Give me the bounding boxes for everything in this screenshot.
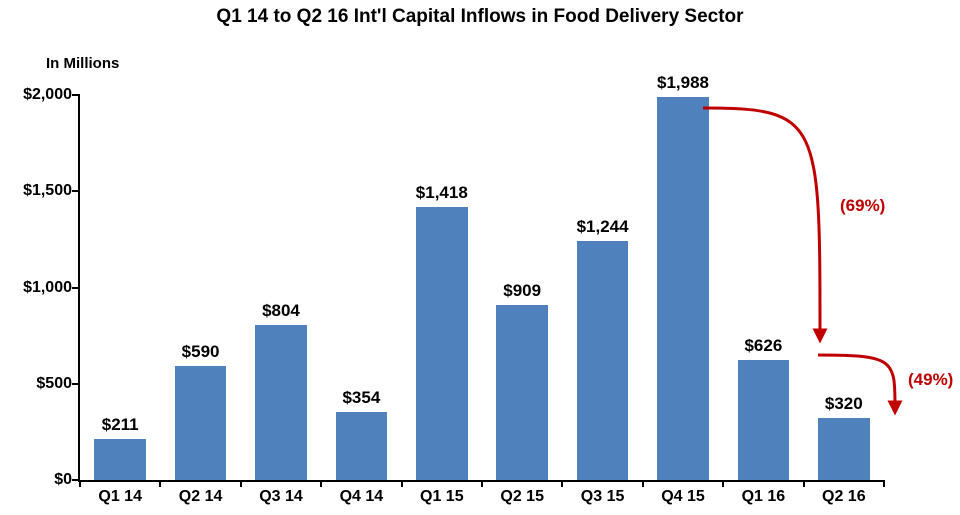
xtick-label: Q2 16 <box>822 488 866 506</box>
xtick-mark <box>883 480 885 487</box>
ytick-mark <box>72 383 80 385</box>
bar: $1,244 <box>577 241 628 480</box>
xtick-label: Q4 15 <box>661 488 705 506</box>
bar-value-label: $590 <box>182 342 220 362</box>
drop-annotation: (69%) <box>840 196 885 216</box>
xtick-label: Q3 14 <box>259 488 303 506</box>
bar-value-label: $626 <box>744 336 782 356</box>
chart-title: Q1 14 to Q2 16 Int'l Capital Inflows in … <box>0 6 960 28</box>
plot-area: $211 $590 $804 $354 $1,418 $909 $1,244 $1,988 $6… <box>78 95 884 482</box>
xtick-mark <box>401 480 403 487</box>
xtick-label: Q1 14 <box>98 488 142 506</box>
bar-value-label: $354 <box>342 388 380 408</box>
bar: $804 <box>255 325 306 480</box>
xtick-mark <box>561 480 563 487</box>
bar: $590 <box>175 366 226 480</box>
bar: $909 <box>496 305 547 480</box>
xtick-mark <box>642 480 644 487</box>
bar-value-label: $211 <box>102 415 139 435</box>
bar: $211 <box>94 439 145 480</box>
bar: $354 <box>336 412 387 480</box>
bar: $1,418 <box>416 207 467 480</box>
ytick-mark <box>72 287 80 289</box>
xtick-label: Q1 16 <box>742 488 786 506</box>
xtick-mark <box>79 480 81 487</box>
xtick-label: Q4 14 <box>340 488 384 506</box>
xtick-label: Q2 14 <box>179 488 223 506</box>
bar: $320 <box>818 418 869 480</box>
bar: $626 <box>738 360 789 481</box>
bar-value-label: $804 <box>262 301 300 321</box>
chart-container: Q1 14 to Q2 16 Int'l Capital Inflows in … <box>0 0 960 515</box>
xtick-mark <box>320 480 322 487</box>
xtick-mark <box>481 480 483 487</box>
xtick-label: Q1 15 <box>420 488 464 506</box>
bar-value-label: $320 <box>825 394 863 414</box>
xtick-label: Q3 15 <box>581 488 625 506</box>
bar: $1,988 <box>657 97 708 480</box>
xtick-mark <box>722 480 724 487</box>
bars-layer: $211 $590 $804 $354 $1,418 $909 $1,244 $1,988 $6… <box>80 95 884 480</box>
bar-value-label: $1,418 <box>416 183 468 203</box>
bar-value-label: $1,988 <box>657 73 709 93</box>
drop-annotation: (49%) <box>908 370 953 390</box>
yaxis-title: In Millions <box>46 55 119 72</box>
xtick-mark <box>159 480 161 487</box>
ytick-mark <box>72 94 80 96</box>
xtick-mark <box>803 480 805 487</box>
ytick-mark <box>72 190 80 192</box>
xtick-mark <box>240 480 242 487</box>
bar-value-label: $909 <box>503 281 541 301</box>
bar-value-label: $1,244 <box>577 217 629 237</box>
xtick-label: Q2 15 <box>500 488 544 506</box>
